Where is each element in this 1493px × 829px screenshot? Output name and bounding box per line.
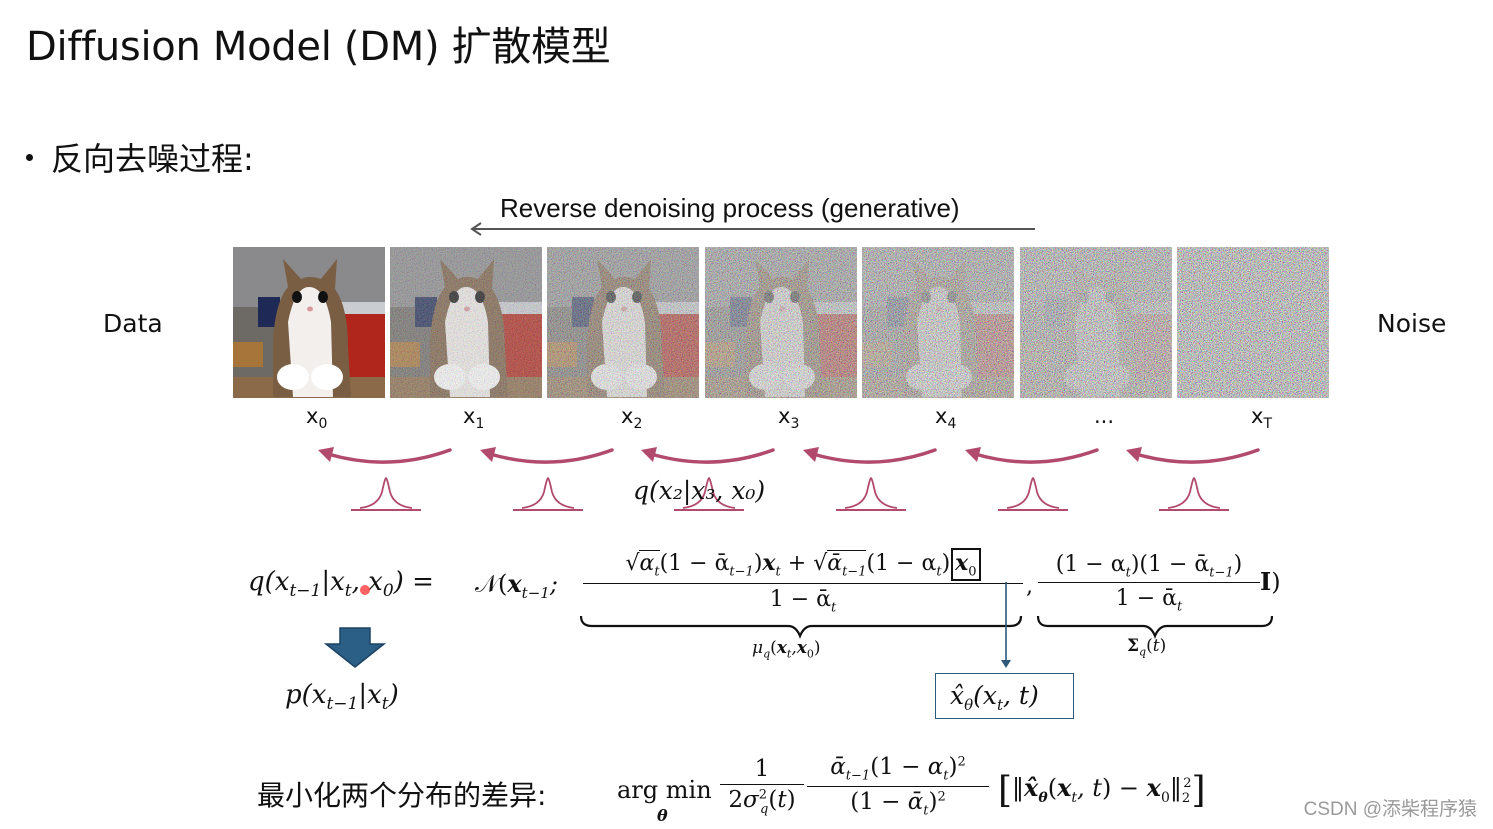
image-x2	[547, 247, 699, 398]
approx-model: p(xt−1|xt)	[285, 680, 399, 715]
mean-fraction: √αt(1 − ᾱt−1)xt + √ᾱt−1(1 − αt) x0 1 − ᾱt	[583, 548, 1023, 616]
coef-fraction: 1 2σ2q(t)	[720, 756, 804, 817]
reverse-arrow-icon	[316, 445, 452, 512]
image-x1	[390, 247, 542, 398]
image-x0	[233, 247, 385, 398]
label-xdots: ...	[1094, 404, 1115, 428]
label-x4: x4	[935, 404, 957, 433]
predictor-box	[935, 673, 1074, 719]
mean-label: μq(xt,x0)	[752, 638, 821, 661]
bullet-reverse-process: 反向去噪过程:	[26, 134, 254, 180]
weight-fraction: ᾱt−1(1 − αt)2 (1 − ᾱt)2	[807, 754, 989, 818]
variance-label: Σq(t)	[1127, 636, 1167, 659]
cursor-highlight	[360, 585, 370, 595]
reverse-arrow-icon	[801, 445, 937, 512]
underbraces	[579, 615, 1274, 639]
argmin-sub: θ	[657, 806, 668, 825]
reverse-arrow-icon	[1124, 445, 1260, 512]
slide-title: Diffusion Model (DM) 扩散模型	[26, 24, 611, 70]
bullet-dot-icon	[26, 153, 33, 161]
reverse-arrow-icon	[478, 445, 614, 512]
data-label: Data	[103, 309, 163, 338]
link-arrow-icon	[1001, 582, 1011, 668]
comma: ,	[1026, 574, 1033, 599]
loss-term: [‖x̂θ(xt, t) − x0‖22]	[998, 770, 1206, 811]
posterior-lhs: q(xt−1|xt, x0) =	[248, 567, 434, 602]
noise-label: Noise	[1377, 309, 1447, 338]
bullet-text: 反向去噪过程:	[51, 140, 254, 178]
variance-fraction: (1 − αt)(1 − ᾱt−1) 1 − ᾱt	[1038, 552, 1260, 615]
down-arrow-icon	[324, 627, 386, 668]
reverse-step-arrows	[316, 445, 1260, 512]
predictor-label: x̂θ(xt, t)	[950, 681, 1039, 714]
watermark: CSDN @添柴程序猿	[1303, 799, 1477, 820]
objective-label: 最小化两个分布的差异:	[257, 779, 547, 812]
image-x4	[862, 247, 1014, 398]
step-annotation: q(x₂|x₃, x₀)	[633, 476, 766, 505]
label-x3: x3	[778, 404, 800, 433]
process-arrow-icon	[470, 222, 1035, 236]
process-label: Reverse denoising process (generative)	[500, 193, 960, 223]
boxed-x0: x0	[951, 548, 981, 582]
image-xdots	[1020, 247, 1172, 398]
image-xT	[1177, 247, 1329, 398]
argmin: arg min	[617, 776, 712, 804]
reverse-arrow-icon	[963, 445, 1099, 512]
label-x2: x2	[621, 404, 643, 433]
label-x1: x1	[463, 404, 485, 433]
label-xT: xT	[1251, 404, 1272, 433]
label-x0: x0	[306, 404, 328, 433]
image-x3	[705, 247, 857, 398]
normal-open: 𝒩(xt−1;	[475, 569, 558, 602]
identity-close: I)	[1260, 567, 1281, 596]
